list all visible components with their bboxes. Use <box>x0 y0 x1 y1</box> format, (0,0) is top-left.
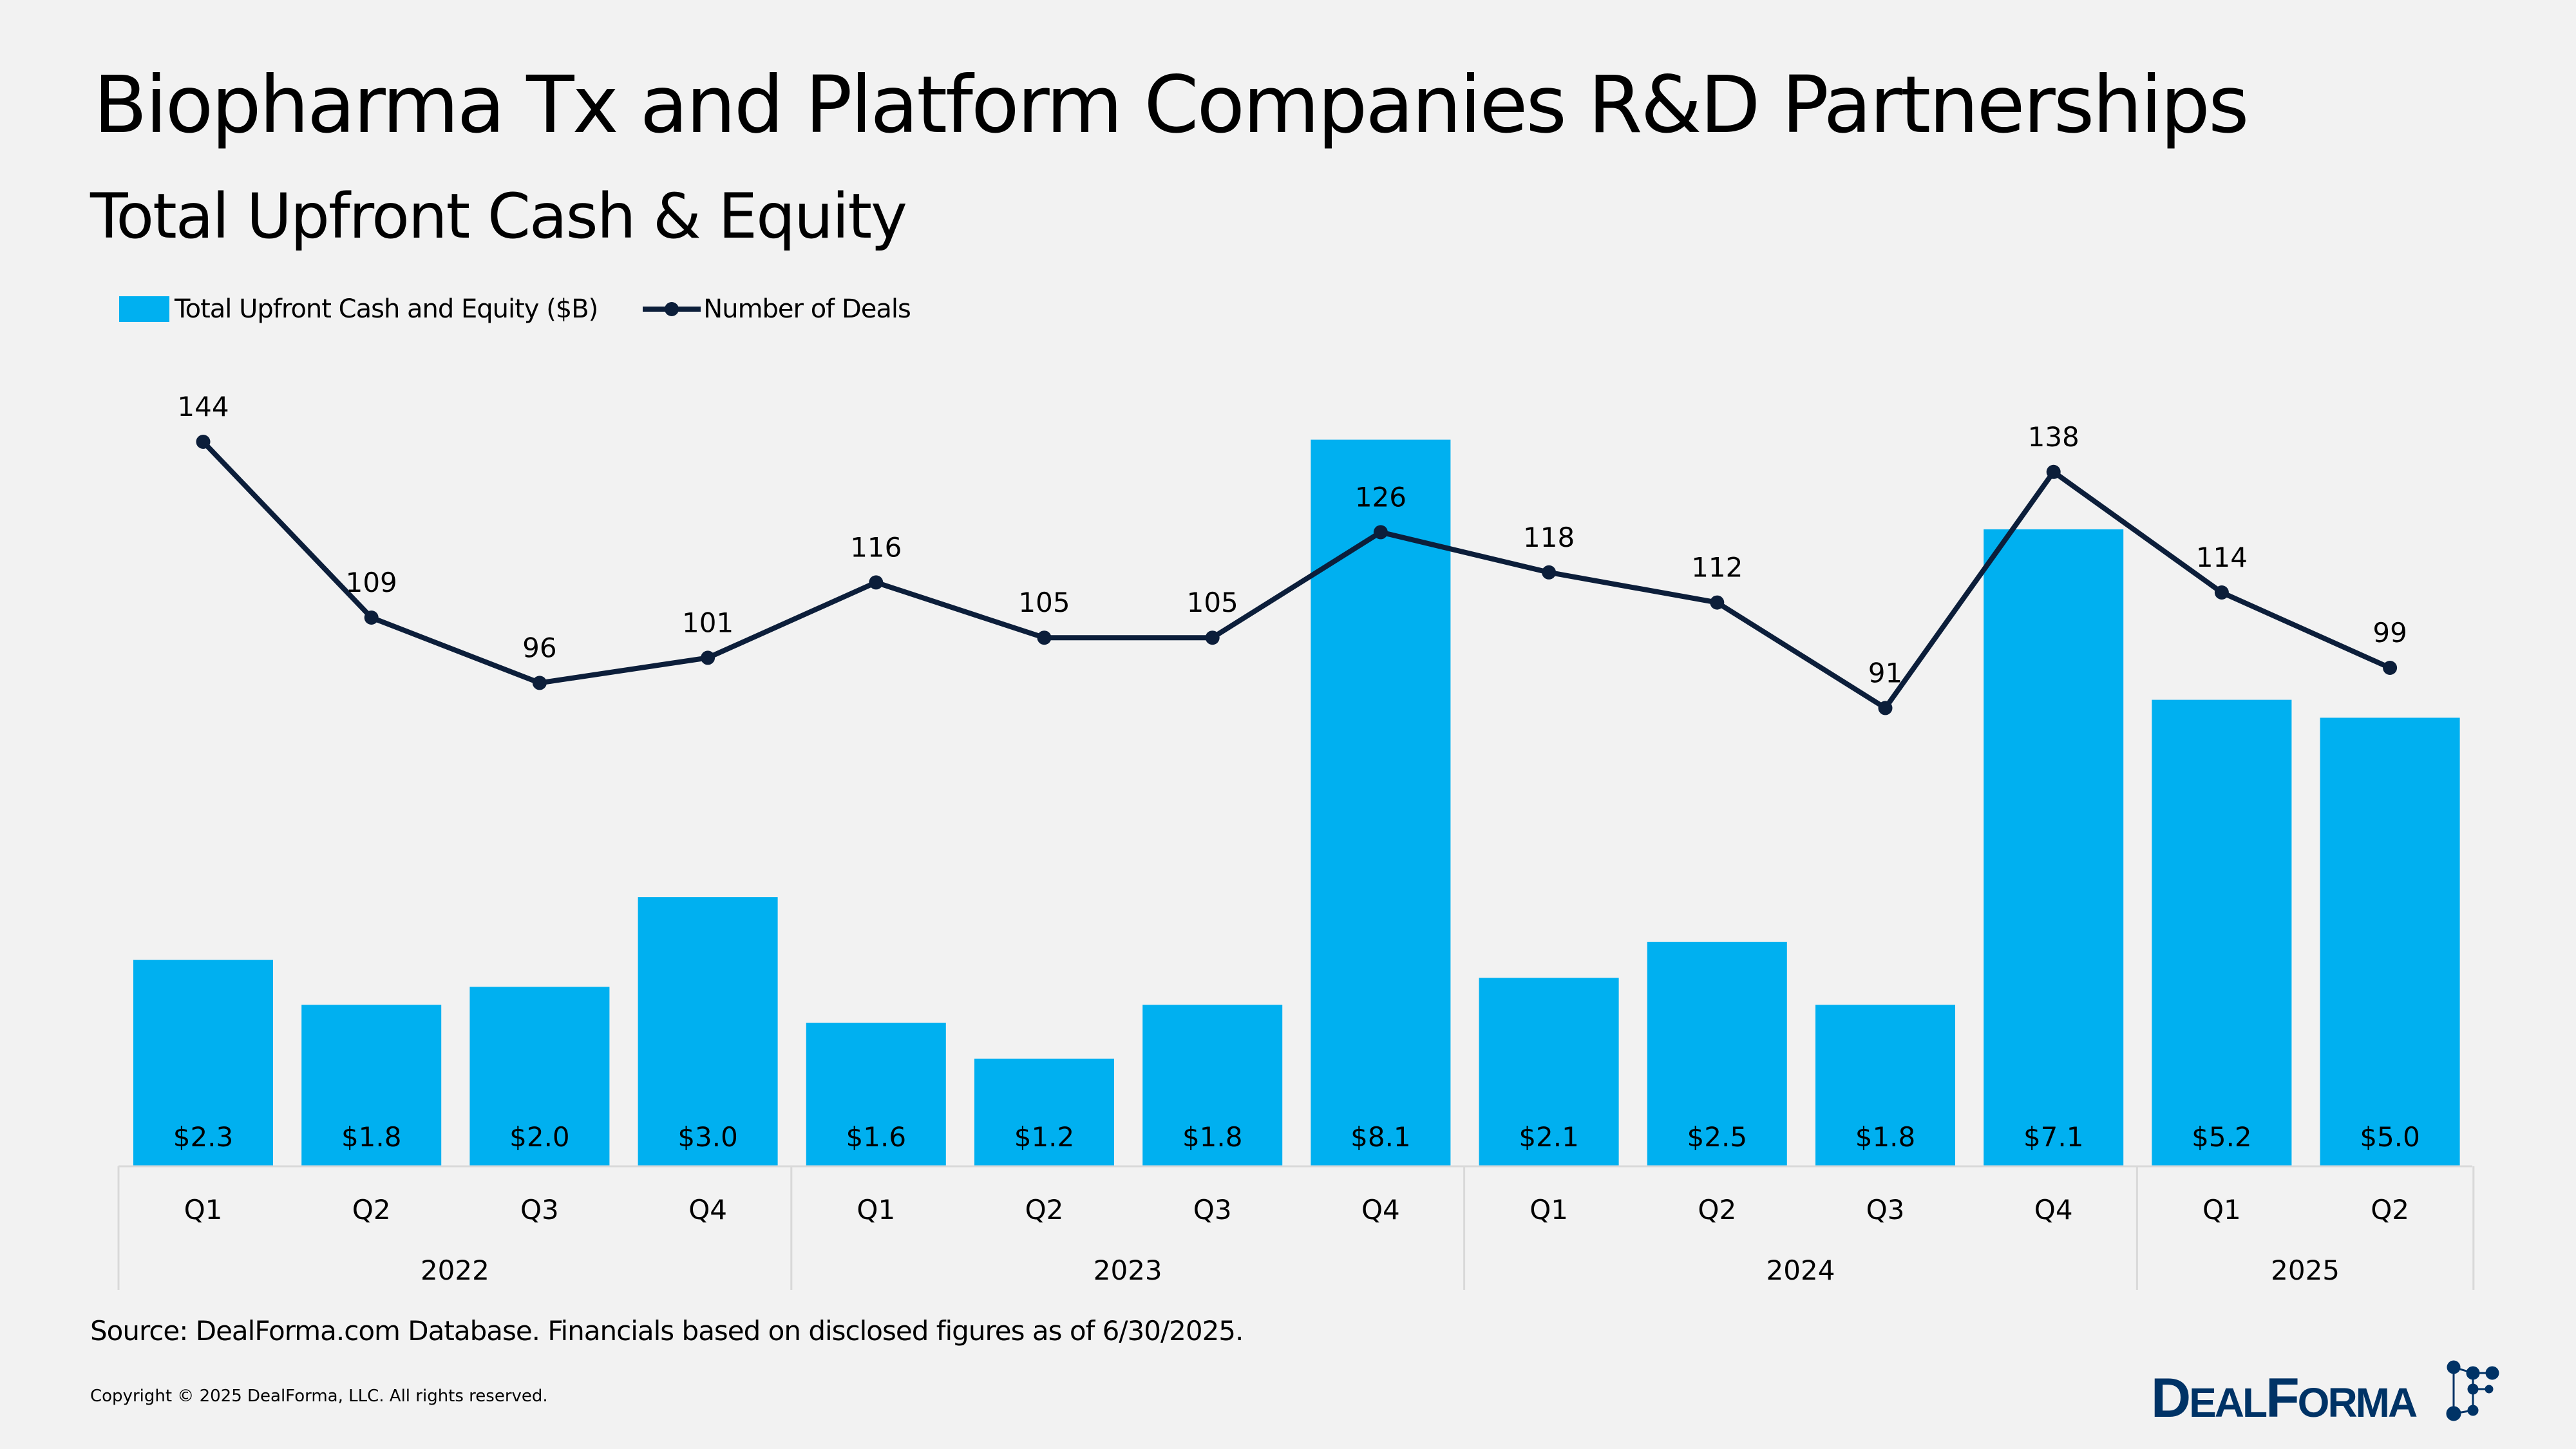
page-subtitle: Total Upfront Cash & Equity <box>90 180 907 252</box>
line-data-label: 144 <box>177 391 229 422</box>
line-marker <box>364 611 379 625</box>
x-tick-label-quarter: Q2 <box>1698 1194 1736 1226</box>
bar-data-label: $5.2 <box>2192 1121 2252 1153</box>
legend-line-swatch <box>643 302 701 316</box>
bar-upfront <box>806 1023 946 1166</box>
x-tick-label-quarter: Q1 <box>184 1194 223 1226</box>
line-data-label: 126 <box>1355 481 1406 513</box>
line-marker <box>1710 595 1725 610</box>
line-data-label: 105 <box>1187 587 1238 618</box>
x-tick-label-year: 2022 <box>421 1255 489 1286</box>
x-tick-label-quarter: Q2 <box>352 1194 391 1226</box>
line-data-label: 91 <box>1868 657 1902 688</box>
x-tick-label-quarter: Q3 <box>1193 1194 1232 1226</box>
x-tick-label-quarter: Q2 <box>1025 1194 1064 1226</box>
bar-upfront <box>1142 1005 1283 1166</box>
line-data-label: 112 <box>1691 552 1743 583</box>
bar-data-label: $1.2 <box>1014 1121 1075 1153</box>
line-data-label: 114 <box>2196 542 2248 573</box>
line-data-label: 105 <box>1018 587 1070 618</box>
line-marker <box>1373 525 1388 540</box>
bar-data-label: $5.0 <box>2360 1121 2420 1153</box>
bar-data-label: $1.8 <box>1182 1121 1243 1153</box>
x-tick-label-quarter: Q1 <box>1530 1194 1568 1226</box>
line-marker <box>532 676 547 690</box>
copyright-note: Copyright © 2025 DealForma, LLC. All rig… <box>90 1387 548 1406</box>
line-data-label: 109 <box>346 567 397 598</box>
bar-data-label: $2.0 <box>509 1121 570 1153</box>
line-marker <box>1037 630 1052 645</box>
dealforma-logo: DEALFORMA <box>2151 1360 2499 1426</box>
bar-upfront <box>2320 717 2460 1166</box>
x-tick-label-quarter: Q3 <box>1866 1194 1905 1226</box>
line-marker <box>2214 585 2229 600</box>
x-tick-label-quarter: Q4 <box>2034 1194 2073 1226</box>
x-tick-label-year: 2024 <box>1766 1255 1835 1286</box>
bar-data-label: $8.1 <box>1350 1121 1411 1153</box>
bar-upfront <box>1311 439 1451 1167</box>
bar-data-label: $7.1 <box>2023 1121 2084 1153</box>
line-data-label: 101 <box>682 607 734 638</box>
bar-data-label: $1.8 <box>341 1121 402 1153</box>
bar-data-label: $1.8 <box>1855 1121 1916 1153</box>
x-tick-label-quarter: Q2 <box>2371 1194 2409 1226</box>
line-marker <box>1878 701 1893 715</box>
line-data-label: 96 <box>522 632 556 663</box>
x-tick-label-quarter: Q4 <box>688 1194 727 1226</box>
bar-data-label: $2.3 <box>173 1121 234 1153</box>
bar-upfront <box>469 987 610 1166</box>
line-data-label: 118 <box>1523 522 1575 553</box>
line-marker <box>701 650 715 665</box>
legend-label-upfront: Total Upfront Cash and Equity ($B) <box>175 294 598 324</box>
line-marker <box>1205 630 1220 645</box>
bar-upfront <box>1815 1005 1955 1166</box>
x-tick-label-quarter: Q3 <box>520 1194 559 1226</box>
bar-upfront <box>1984 529 2124 1166</box>
line-data-label: 138 <box>2028 421 2079 453</box>
legend-label-deals: Number of Deals <box>703 294 911 324</box>
line-marker <box>1542 565 1557 580</box>
chart-legend: Total Upfront Cash and Equity ($B) Numbe… <box>119 293 911 325</box>
bar-data-label: $2.1 <box>1519 1121 1579 1153</box>
bar-upfront <box>301 1005 442 1166</box>
x-tick-label-quarter: Q1 <box>857 1194 895 1226</box>
x-tick-label-quarter: Q1 <box>2202 1194 2241 1226</box>
x-tick-label-year: 2025 <box>2271 1255 2340 1286</box>
bar-upfront <box>133 960 273 1166</box>
bar-upfront <box>974 1058 1114 1166</box>
bar-upfront <box>1479 978 1619 1166</box>
bar-data-label: $2.5 <box>1687 1121 1748 1153</box>
bar-data-label: $1.6 <box>846 1121 907 1153</box>
bar-upfront <box>638 897 778 1166</box>
x-tick-label-year: 2023 <box>1094 1255 1162 1286</box>
line-marker <box>869 575 884 590</box>
line-data-label: 116 <box>850 531 902 563</box>
bar-data-label: $3.0 <box>677 1121 738 1153</box>
line-number-of-deals <box>201 440 2391 711</box>
line-marker <box>196 435 211 449</box>
x-tick-label-quarter: Q4 <box>1361 1194 1400 1226</box>
legend-bar-swatch <box>119 296 169 322</box>
line-marker <box>2046 464 2061 479</box>
line-data-label: 99 <box>2372 617 2407 649</box>
bar-upfront <box>1647 942 1787 1166</box>
source-note: Source: DealForma.com Database. Financia… <box>90 1315 1244 1347</box>
page-title: Biopharma Tx and Platform Companies R&D … <box>93 59 2249 151</box>
bar-upfront <box>2152 699 2292 1166</box>
line-marker <box>2383 661 2398 675</box>
svg-text:DEALFORMA: DEALFORMA <box>2151 1367 2417 1426</box>
